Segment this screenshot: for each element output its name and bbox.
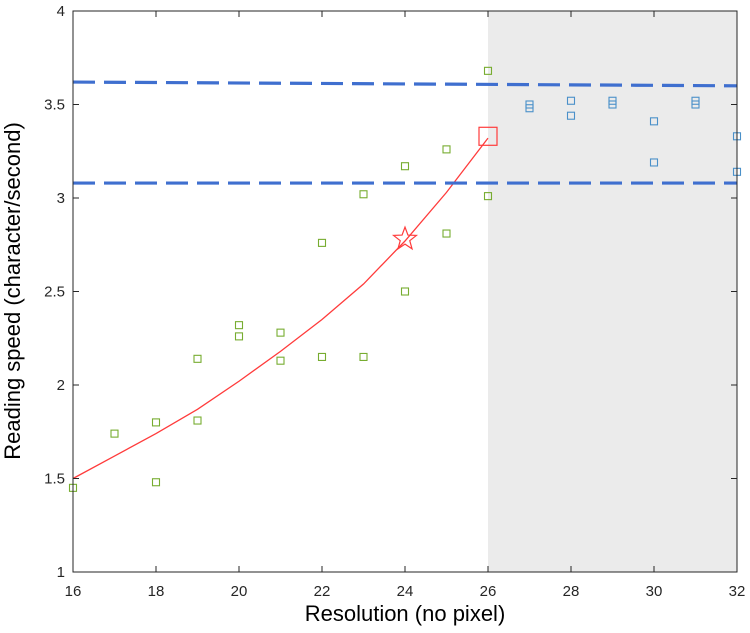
y-axis-title: Reading speed (character/second)	[0, 122, 25, 460]
data-point-s1-9	[691, 100, 700, 109]
data-point-s0-5	[193, 416, 202, 425]
x-tick-label-32: 32	[729, 583, 746, 600]
data-point-s0-18	[483, 66, 493, 75]
x-tick-label-26: 26	[480, 583, 497, 600]
y-tick-label-2: 2	[57, 377, 65, 394]
data-point-s0-10	[317, 238, 327, 247]
y-tick-label-2.5: 2.5	[44, 284, 65, 301]
y-tick-label-4: 4	[57, 3, 65, 20]
data-point-s0-14	[400, 162, 410, 171]
data-point-s0-9	[276, 356, 285, 365]
data-point-s0-3	[151, 478, 161, 487]
data-point-s0-16	[442, 145, 451, 154]
data-point-s0-17	[442, 229, 451, 238]
data-point-s0-8	[276, 328, 285, 337]
data-point-s0-4	[193, 354, 202, 363]
x-tick-label-22: 22	[314, 583, 331, 600]
x-tick-label-16: 16	[65, 583, 82, 600]
x-tick-label-18: 18	[148, 583, 165, 600]
annotation-star	[391, 225, 419, 251]
y-tick-label-1.5: 1.5	[44, 471, 65, 488]
data-point-s0-12	[359, 190, 368, 199]
ticks-layer: 16 18 20 22 24 26 28 30 32 1 1.5 2 2.5 3 3.5 4	[44, 3, 745, 600]
y-tick-label-1: 1	[57, 564, 65, 581]
series-line-2	[72, 137, 489, 480]
data-point-s1-5	[608, 100, 617, 109]
data-point-s0-2	[151, 418, 161, 427]
data-point-s1-2	[566, 96, 576, 105]
data-point-s1-3	[566, 111, 576, 120]
x-tick-label-30: 30	[646, 583, 663, 600]
data-point-s0-6	[234, 321, 244, 330]
shaded-region	[488, 11, 737, 572]
data-point-s0-7	[234, 332, 244, 341]
data-point-s0-19	[483, 192, 493, 201]
x-tick-label-24: 24	[397, 583, 414, 600]
data-point-s1-7	[649, 158, 659, 167]
x-tick-label-28: 28	[563, 583, 580, 600]
y-tick-label-3.5: 3.5	[44, 97, 65, 114]
y-tick-label-3: 3	[57, 190, 65, 207]
data-point-s1-6	[649, 117, 659, 126]
data-point-s0-1	[110, 429, 119, 438]
x-axis-title: Resolution (no pixel)	[305, 601, 506, 626]
annotation-square	[478, 126, 498, 146]
data-point-s0-13	[359, 352, 368, 362]
data-point-s0-11	[317, 352, 327, 362]
series-line-3	[72, 80, 738, 88]
series-layer	[68, 66, 742, 492]
data-point-s1-1	[525, 104, 534, 113]
data-point-s0-15	[400, 287, 410, 296]
x-tick-label-20: 20	[231, 583, 248, 600]
